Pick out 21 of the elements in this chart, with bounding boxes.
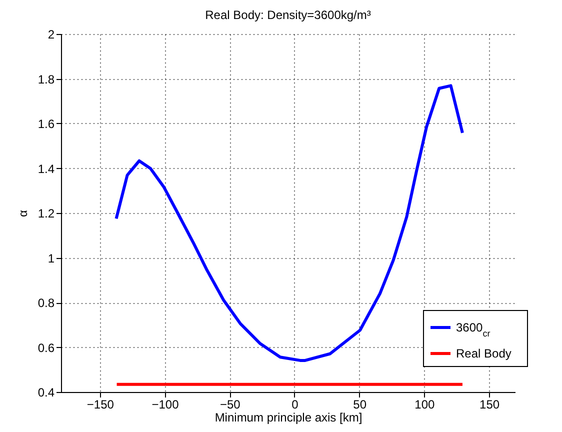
y-tick-label: 1 xyxy=(48,251,55,266)
y-tick-label: 1.4 xyxy=(38,162,55,176)
y-tick-label: 1.6 xyxy=(38,117,55,131)
y-tick-label: 1.2 xyxy=(38,206,55,220)
x-tick-label: −150 xyxy=(86,398,114,412)
legend-label: 3600$_{cr}$ xyxy=(456,320,490,338)
y-tick-label: 0.4 xyxy=(38,386,55,400)
y-axis-title: α xyxy=(16,210,30,217)
x-tick-label: 50 xyxy=(353,398,367,412)
x-axis-title: Minimum principle axis [km] xyxy=(214,410,362,424)
x-tick-label: −50 xyxy=(220,398,241,412)
y-tick-label: 2 xyxy=(48,28,55,42)
x-tick-label: 100 xyxy=(414,398,436,412)
legend-label: Real Body xyxy=(456,346,512,360)
y-tick-label: 0.6 xyxy=(38,340,55,355)
y-tick-label: 0.8 xyxy=(38,296,55,310)
x-tick-label: 0 xyxy=(292,398,299,412)
chart-title: Real Body: Density=3600kg/m³ xyxy=(205,8,371,22)
y-tick-label: 1.8 xyxy=(38,72,55,86)
x-tick-label: 150 xyxy=(480,398,500,412)
x-tick-label: −100 xyxy=(152,398,180,412)
